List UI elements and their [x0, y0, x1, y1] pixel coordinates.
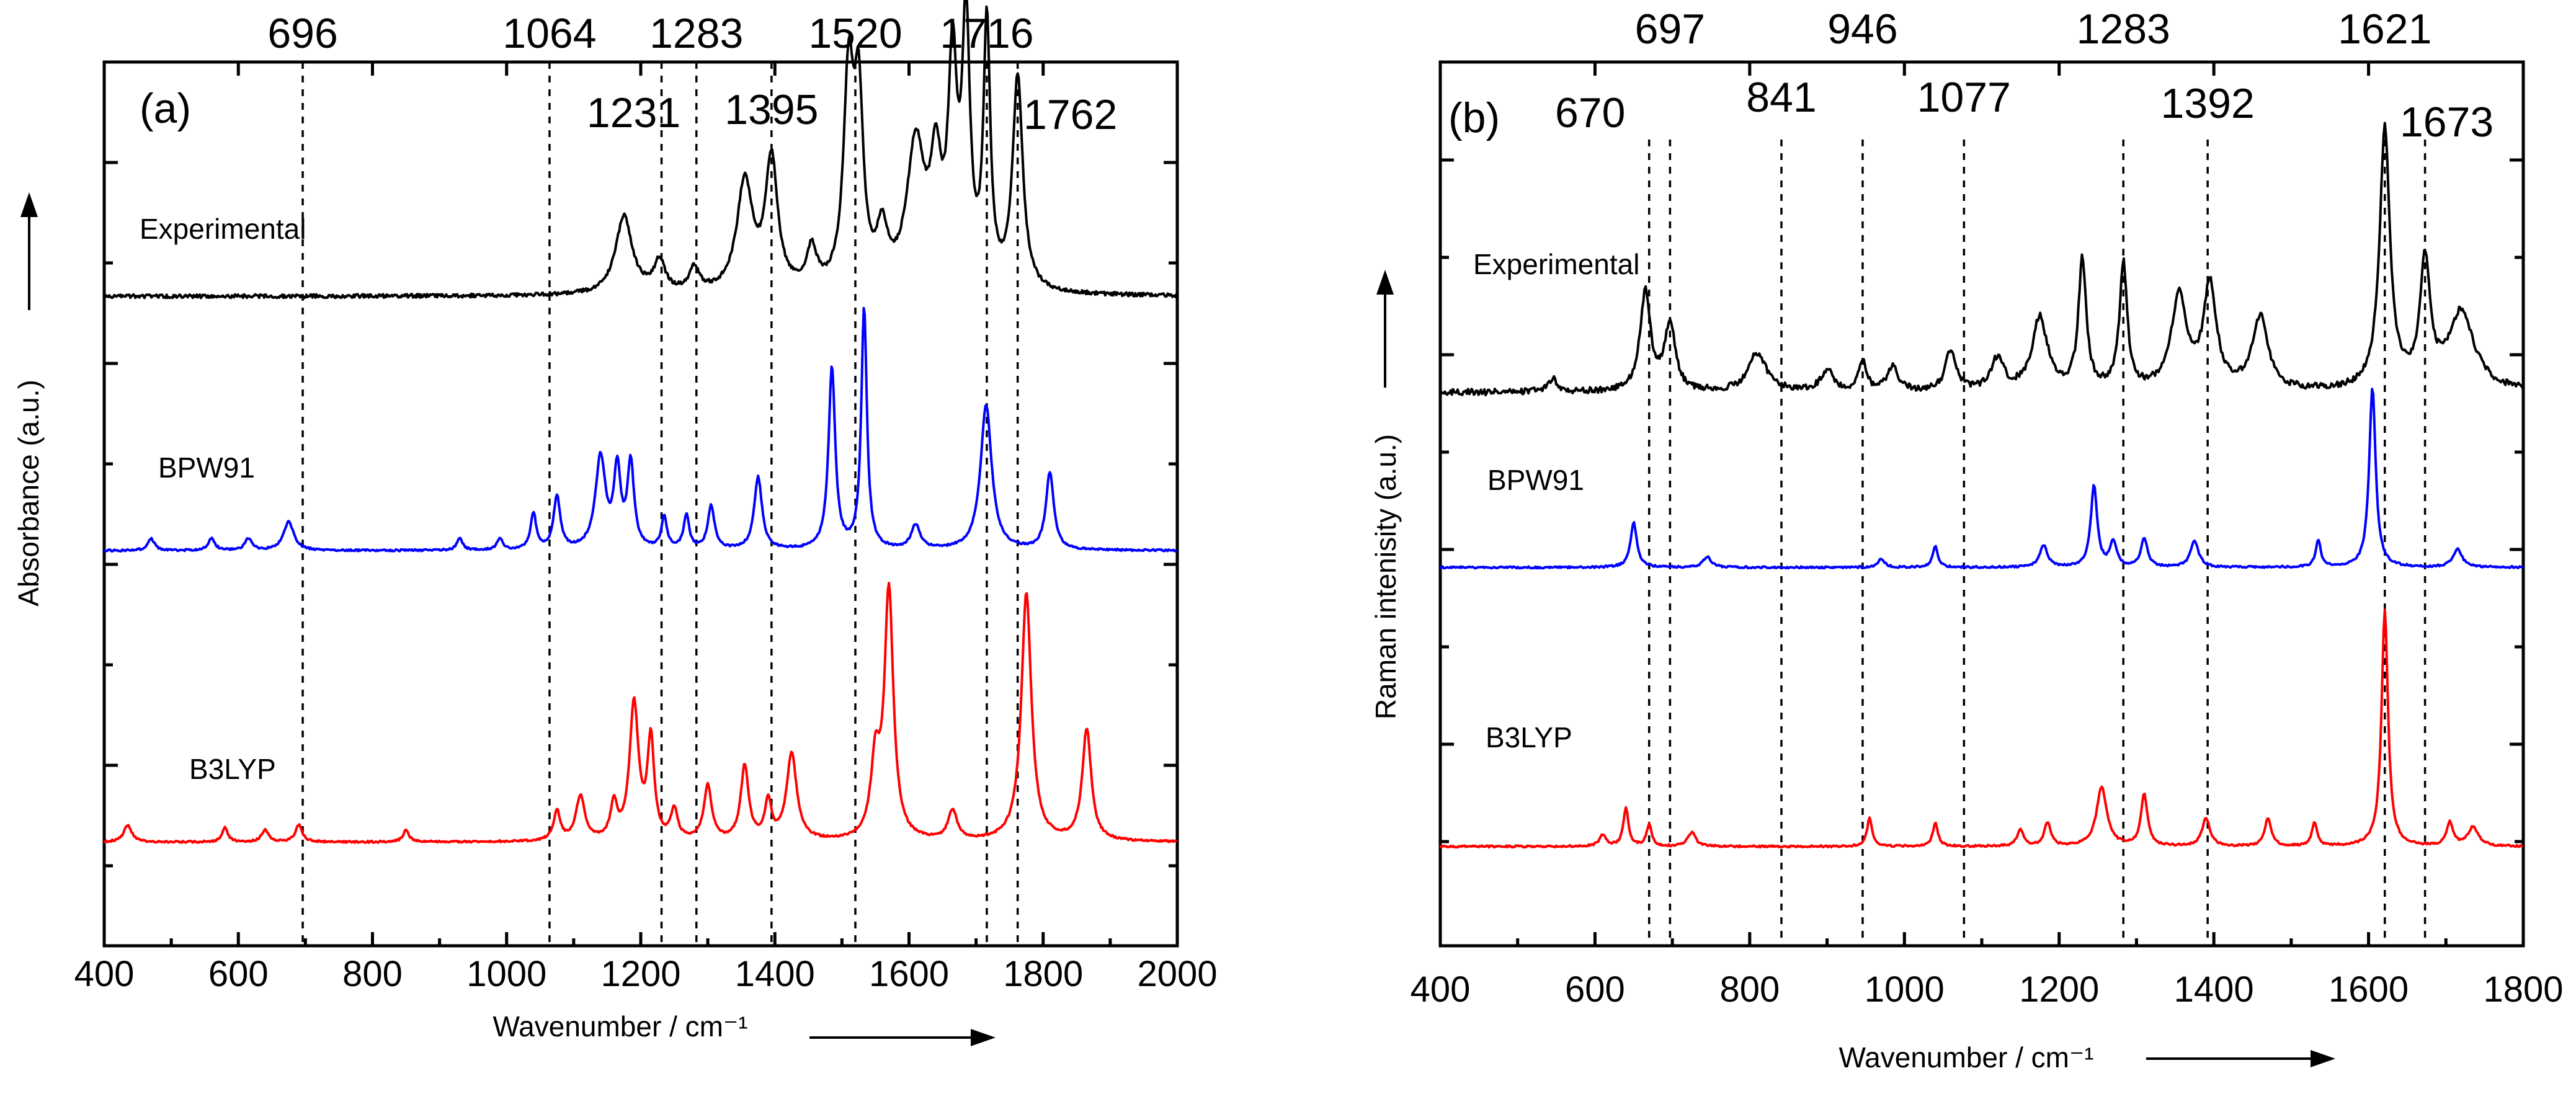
peak-label-1283: 1283 [2077, 6, 2170, 53]
x-tick-label: 1600 [2329, 969, 2409, 1010]
panel-a-series-label-experimental: Experimental [140, 213, 306, 245]
panel-a-peak-labels: 696 1064 1283 1520 1716 1231 1395 1762 [267, 10, 1117, 138]
peak-label-1621: 1621 [2338, 6, 2431, 53]
panel-b-series [1439, 122, 2525, 849]
x-tick-label: 600 [1565, 969, 1625, 1010]
panel-b-reference-lines [1647, 140, 2427, 946]
peak-label-697: 697 [1635, 6, 1705, 53]
panel-a-series-label-b3lyp: B3LYP [189, 753, 276, 785]
x-tick-label: 1600 [869, 954, 949, 994]
panel-a-x-axis-title: Wavenumber / cm⁻¹ [492, 1010, 747, 1043]
series-experimental-line [103, 0, 1178, 300]
peak-label-1673: 1673 [2400, 99, 2494, 146]
panel-b-tick-labels: 400 600 800 1000 1200 1400 1600 1800 [1411, 969, 2564, 1010]
x-tick-label: 1000 [1865, 969, 1945, 1010]
peak-label-1231: 1231 [587, 89, 680, 136]
series-b3lyp-line [1439, 608, 2523, 849]
panel-a-plot-frame [102, 60, 1179, 948]
peak-label-946: 946 [1827, 6, 1897, 53]
x-tick-label: 2000 [1137, 954, 1217, 994]
panel-a-ticks [102, 62, 1179, 946]
panel-b-y-axis-title: Raman intenisity (a.u.) [1370, 434, 1402, 719]
x-tick-label: 400 [74, 954, 135, 994]
panel-b-series-label-experimental: Experimental [1473, 248, 1639, 280]
panel-a-y-axis-arrow [20, 192, 38, 310]
series-bpw91-line [103, 306, 1177, 553]
peak-label-1283: 1283 [649, 10, 743, 57]
peak-label-1395: 1395 [724, 86, 818, 133]
peak-label-1392: 1392 [2161, 80, 2255, 127]
panel-a-y-axis-title: Absorbance (a.u.) [12, 380, 45, 607]
peak-label-1064: 1064 [502, 10, 596, 57]
panel-a-tick-labels: 400 600 800 1000 1200 1400 1600 1800 2000 [74, 954, 1218, 994]
peak-label-1716: 1716 [940, 10, 1033, 57]
panel-b-peak-labels: 697 946 1283 1621 670 841 1077 1392 1673 [1555, 6, 2494, 146]
x-tick-label: 1800 [2483, 969, 2563, 1010]
peak-label-841: 841 [1746, 74, 1816, 121]
panel-b-ticks [1438, 62, 2525, 946]
panel-a-absorbance-chart: 400 600 800 1000 1200 1400 1600 1800 2000 696 106… [12, 0, 1218, 1046]
x-tick-label: 1400 [2174, 969, 2254, 1010]
x-tick-label: 1200 [600, 954, 680, 994]
series-experimental-line [1439, 122, 2525, 397]
panel-b-label: (b) [1448, 94, 1500, 141]
panel-b-x-axis-arrow [2146, 1050, 2335, 1067]
panel-b-series-label-bpw91: BPW91 [1487, 464, 1584, 496]
x-tick-label: 800 [1719, 969, 1780, 1010]
panel-b-plot-frame [1438, 60, 2525, 948]
peak-label-696: 696 [267, 10, 337, 57]
series-bpw91-line [1439, 388, 2524, 570]
x-tick-label: 800 [342, 954, 403, 994]
panel-a-x-axis-arrow [809, 1029, 996, 1046]
peak-label-670: 670 [1555, 89, 1625, 136]
x-tick-label: 1000 [466, 954, 546, 994]
x-tick-label: 400 [1411, 969, 1471, 1010]
x-tick-label: 1400 [735, 954, 815, 994]
panel-a-series [103, 0, 1178, 844]
peak-label-1077: 1077 [1917, 74, 2011, 121]
x-tick-label: 1800 [1003, 954, 1083, 994]
panel-b-series-label-b3lyp: B3LYP [1486, 721, 1572, 754]
panel-b-raman-chart: 400 600 800 1000 1200 1400 1600 1800 697 946 1283… [1370, 6, 2564, 1074]
panel-a-series-label-bpw91: BPW91 [158, 451, 255, 484]
peak-label-1520: 1520 [808, 10, 902, 57]
panel-b-x-axis-title: Wavenumber / cm⁻¹ [1838, 1041, 2093, 1074]
peak-label-1762: 1762 [1023, 91, 1117, 138]
x-tick-label: 600 [208, 954, 269, 994]
panel-b-y-axis-arrow [1376, 270, 1394, 388]
panel-a-label: (a) [140, 85, 191, 132]
series-b3lyp-line [103, 582, 1178, 844]
x-tick-label: 1200 [2019, 969, 2099, 1010]
